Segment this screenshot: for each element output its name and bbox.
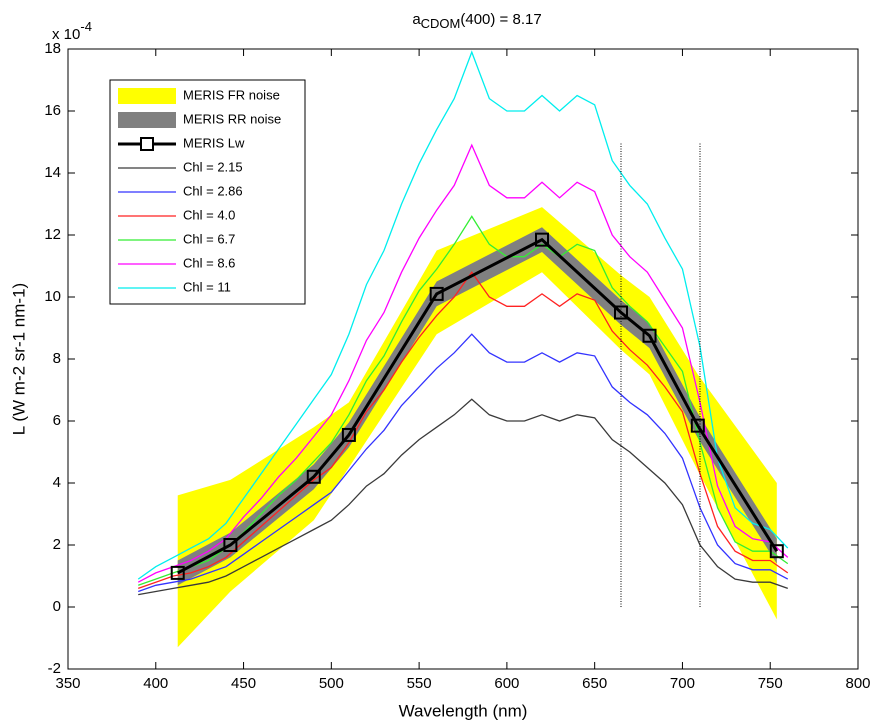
legend-label: Chl = 11 <box>183 279 231 294</box>
legend-swatch <box>118 112 176 128</box>
x-tick-label: 800 <box>845 675 870 692</box>
marker <box>306 469 321 484</box>
x-tick-label: 700 <box>670 675 695 692</box>
spectrum-line <box>138 398 788 596</box>
x-tick-label: 400 <box>143 675 168 692</box>
title-base: a <box>412 11 421 28</box>
legend-swatch <box>118 88 176 104</box>
legend-label: Chl = 8.6 <box>183 255 235 270</box>
y-tick-label: 6 <box>53 412 61 429</box>
x-axis-label: Wavelength (nm) <box>399 701 528 720</box>
title-subscript: CDOM <box>421 16 461 31</box>
marker <box>642 328 657 343</box>
x-tick-label: 450 <box>231 675 256 692</box>
x-tick-label: 600 <box>494 675 519 692</box>
marker <box>170 565 185 580</box>
marker <box>223 538 238 552</box>
spectrum-line <box>138 333 789 593</box>
marker <box>690 418 705 433</box>
y-multiplier-exponent: -4 <box>80 19 92 34</box>
spectrum-line <box>137 50 789 580</box>
x-tick-label: 350 <box>55 675 80 692</box>
x-tick-label: 650 <box>582 675 607 692</box>
legend-label: Chl = 2.15 <box>183 159 243 174</box>
y-tick-label: 16 <box>44 102 61 119</box>
legend-label: MERIS RR noise <box>183 111 281 126</box>
y-tick-label: 4 <box>53 474 61 491</box>
y-tick-label: 18 <box>44 40 61 57</box>
legend-label: Chl = 4.0 <box>183 207 235 222</box>
y-tick-label: -2 <box>48 660 61 677</box>
marker <box>341 427 356 442</box>
y-multiplier-base: x 10 <box>52 26 80 43</box>
legend-label: Chl = 2.86 <box>183 183 243 198</box>
legend: MERIS FR noise MERIS RR noise MERIS Lw Chl … <box>109 79 306 305</box>
y-multiplier: x 10-4 <box>52 19 92 43</box>
y-axis-label: L (W m-2 sr-1 nm-1) <box>9 283 28 435</box>
legend-label: Chl = 6.7 <box>183 231 235 246</box>
y-tick-label: 0 <box>53 598 61 615</box>
y-tick-label: 10 <box>44 288 61 305</box>
chart-title: aCDOM(400) = 8.17 <box>412 11 541 31</box>
spectrum-line <box>177 237 779 575</box>
marker <box>429 286 444 301</box>
legend-label: MERIS Lw <box>183 135 245 150</box>
y-tick-label: 2 <box>53 536 61 553</box>
y-tick-label: 14 <box>44 164 61 181</box>
x-tick-label: 550 <box>407 675 432 692</box>
marker <box>535 232 549 247</box>
legend-label: MERIS FR noise <box>183 87 280 102</box>
x-tick-label: 500 <box>319 675 344 692</box>
spectrum-line <box>137 143 789 583</box>
y-tick-label: 8 <box>53 350 61 367</box>
legend-marker <box>140 137 154 151</box>
x-tick-label: 750 <box>758 675 783 692</box>
spectrum-line <box>138 271 789 590</box>
y-tick-label: 12 <box>44 226 61 243</box>
marker <box>769 544 784 559</box>
title-rest: (400) = 8.17 <box>460 11 541 28</box>
spectrum-line <box>138 215 789 586</box>
